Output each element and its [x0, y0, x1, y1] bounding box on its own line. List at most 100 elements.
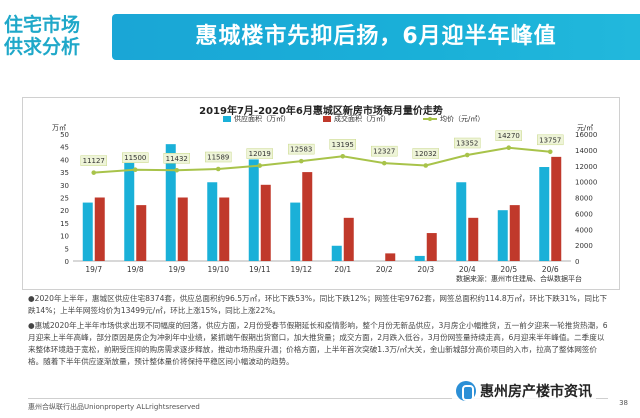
- y-right-tick-label: 10000: [575, 179, 597, 187]
- y-right-tick-label: 4000: [575, 226, 593, 234]
- supply-bar: [497, 210, 508, 261]
- price-point: [506, 145, 512, 151]
- price-data-label: 13757: [539, 136, 561, 144]
- x-tick-label: 19/9: [168, 265, 185, 274]
- price-data-label: 13195: [332, 141, 354, 149]
- y-left-tick-label: 15: [60, 220, 69, 228]
- deal-bar: [302, 172, 313, 261]
- watermark-text: 惠州房产楼市资讯: [480, 384, 592, 400]
- price-point: [547, 149, 553, 155]
- combo-chart: 0 5 10 15 20 25 30 35 40 45 50 0 2000 4000 6000 8000 100…: [52, 114, 597, 274]
- price-data-label: 14270: [498, 132, 520, 140]
- y-left-tick-label: 50: [60, 131, 69, 139]
- x-tick-label: 20/1: [334, 265, 351, 274]
- legend-label: 供应面积（万㎡）: [234, 114, 290, 123]
- price-point: [132, 167, 138, 173]
- footer-copyright: 惠州合纵联行出品Unionproperty ALLrightsreserved: [28, 403, 200, 411]
- paragraph-summary: ●2020年上半年，惠城区供应住宅8374套，供应总面积约96.5万㎡，环比下跌…: [28, 294, 608, 315]
- x-tick-label: 20/5: [500, 265, 517, 274]
- deal-bar: [177, 197, 188, 261]
- section-tab: 住宅市场 供求分析: [0, 0, 108, 70]
- paragraph-analysis: ●惠城2020年上半年市场供求出现不同幅度的回落，供应方面，2月份受春节假期延长…: [28, 321, 608, 366]
- deal-bar: [260, 184, 271, 261]
- legend-swatch-marker: [428, 117, 432, 121]
- deal-bar: [136, 205, 147, 261]
- x-tick-label: 20/3: [417, 265, 434, 274]
- deal-bar: [385, 253, 396, 261]
- legend-swatch: [323, 116, 331, 122]
- supply-bar: [414, 255, 425, 261]
- x-tick-label: 20/6: [542, 265, 559, 274]
- price-point: [381, 160, 387, 166]
- x-tick-label: 19/11: [249, 265, 271, 274]
- price-data-label-box: [205, 151, 232, 163]
- y-left-tick-label: 40: [60, 156, 69, 164]
- supply-bar: [331, 245, 342, 261]
- price-point: [174, 167, 180, 173]
- price-point: [215, 166, 221, 172]
- price-data-label: 12327: [373, 148, 395, 156]
- deal-bar: [343, 217, 354, 261]
- price-data-label-box: [288, 143, 315, 155]
- supply-bar: [290, 202, 301, 261]
- footer-divider: [28, 398, 608, 399]
- y-right-tick-label: 16000: [575, 131, 597, 139]
- supply-bar: [456, 182, 467, 261]
- y-right-tick-label: 12000: [575, 163, 597, 171]
- price-data-label-box: [537, 134, 564, 146]
- price-data-label: 13352: [456, 140, 478, 148]
- y-left-tick-label: 30: [60, 182, 69, 190]
- price-point: [423, 163, 429, 168]
- x-tick-label: 19/7: [85, 265, 102, 274]
- watermark: 惠州房产楼市资讯: [452, 378, 596, 404]
- price-data-label-box: [454, 137, 481, 149]
- y-right-tick-label: 8000: [575, 195, 593, 203]
- page-number: 38: [619, 399, 628, 407]
- price-data-label: 11432: [166, 155, 188, 163]
- price-data-label: 11589: [207, 154, 229, 162]
- price-data-label: 11127: [83, 157, 105, 165]
- supply-bar: [539, 167, 550, 261]
- y-right-tick-label: 6000: [575, 210, 593, 218]
- y-left-tick-label: 45: [60, 144, 69, 152]
- section-title: 住宅市场 供求分析: [4, 14, 81, 58]
- price-data-label: 12583: [290, 146, 312, 154]
- chart-container: 0 5 10 15 20 25 30 35 40 45 50 0 2000 4000 6000 8000 100…: [22, 97, 620, 290]
- y-left-axis-label: 万㎡: [52, 124, 66, 132]
- y-right-tick-label: 14000: [575, 147, 597, 155]
- supply-bar: [248, 159, 259, 261]
- price-line: [93, 146, 551, 174]
- price-data-label-box: [412, 148, 439, 159]
- data-source: 数据来源：惠州市住建局、合纵数据平台: [456, 275, 582, 283]
- price-data-label-box: [122, 152, 149, 163]
- page-title: 惠城楼市先抑后扬，6月迎半年峰值: [195, 24, 557, 49]
- price-data-label: 12032: [415, 150, 437, 158]
- x-tick-label: 19/8: [127, 265, 144, 274]
- y-left-tick-label: 5: [65, 245, 69, 253]
- wechat-logo-icon: [456, 381, 476, 401]
- price-point: [340, 153, 346, 159]
- price-point: [464, 152, 470, 158]
- header-banner: 惠城楼市先抑后扬，6月迎半年峰值: [112, 14, 640, 60]
- deal-bar: [468, 217, 479, 261]
- supply-bar: [207, 182, 218, 261]
- x-tick-label: 19/12: [290, 265, 312, 274]
- y-right-tick-label: 2000: [575, 242, 593, 250]
- x-tick-label: 20/4: [459, 265, 476, 274]
- price-point: [298, 158, 304, 164]
- x-tick-label: 19/10: [207, 265, 229, 274]
- deal-bar: [551, 156, 562, 261]
- price-data-label-box: [329, 139, 356, 150]
- y-right-tick-label: 0: [575, 258, 579, 266]
- y-right-axis-label: 元/㎡: [577, 124, 593, 132]
- price-data-label-box: [371, 145, 398, 157]
- deal-bar: [94, 197, 105, 261]
- y-left-tick-label: 10: [60, 233, 69, 241]
- y-left-tick-label: 25: [60, 195, 69, 203]
- supply-bar: [165, 144, 176, 261]
- y-left-tick-label: 35: [60, 169, 69, 177]
- price-data-label-box: [495, 130, 522, 141]
- price-data-label-box: [80, 155, 107, 166]
- price-data-label: 12019: [249, 150, 271, 158]
- price-point: [257, 163, 263, 168]
